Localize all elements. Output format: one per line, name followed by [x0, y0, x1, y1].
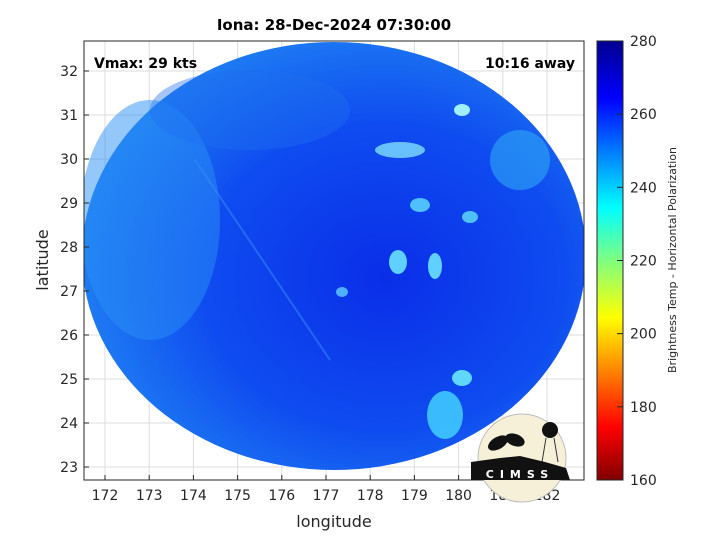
x-tick-label: 177	[313, 488, 340, 504]
plot-area: 172173174175176177178179180181182 232425…	[60, 40, 585, 504]
x-tick-label: 173	[136, 488, 163, 504]
colorbar-tick-label: 260	[630, 107, 657, 123]
time-away-label: 10:16 away	[485, 56, 575, 72]
y-tick-label: 29	[60, 196, 78, 212]
y-tick-label: 27	[60, 284, 78, 300]
vmax-label: Vmax: 29 kts	[94, 56, 197, 72]
y-tick-label: 28	[60, 240, 78, 256]
y-axis-ticks: 23 24 25 26 27 28 29 30 31 32	[60, 64, 89, 476]
x-tick-label: 175	[224, 488, 251, 504]
y-tick-label: 23	[60, 460, 78, 476]
y-tick-label: 32	[60, 64, 78, 80]
y-tick-label: 31	[60, 108, 78, 124]
y-tick-label: 25	[60, 372, 78, 388]
plot-title: Iona: 28-Dec-2024 07:30:00	[217, 16, 451, 34]
y-tick-label: 24	[60, 416, 78, 432]
colorbar-tick-label: 180	[630, 400, 657, 416]
x-tick-label: 172	[92, 488, 119, 504]
x-tick-label: 176	[268, 488, 295, 504]
x-tick-label: 179	[401, 488, 428, 504]
colorbar-tick-label: 220	[630, 254, 657, 270]
colorbar-tick-label: 200	[630, 327, 657, 343]
colorbar-tick-label: 240	[630, 180, 657, 196]
cimss-logo: CIMSS	[471, 413, 570, 503]
y-tick-label: 26	[60, 328, 78, 344]
logo-text: CIMSS	[486, 468, 554, 481]
y-axis-label: latitude	[33, 229, 52, 290]
colorbar-label: Brightness Temp - Horizontal Polarizatio…	[666, 147, 679, 373]
brightness-temp-swath	[84, 42, 584, 470]
x-tick-label: 178	[357, 488, 384, 504]
colorbar-tick-label: 280	[630, 34, 657, 50]
y-tick-label: 30	[60, 152, 78, 168]
x-tick-label: 174	[180, 488, 207, 504]
x-tick-label: 180	[445, 488, 472, 504]
colorbar-tick-label: 160	[630, 473, 657, 489]
colorbar: 160 180 200 220 240 260 280 Brightness Temp - …	[596, 34, 679, 489]
x-axis-label: longitude	[296, 512, 371, 531]
colorbar-ticks: 160 180 200 220 240 260 280	[617, 34, 657, 489]
